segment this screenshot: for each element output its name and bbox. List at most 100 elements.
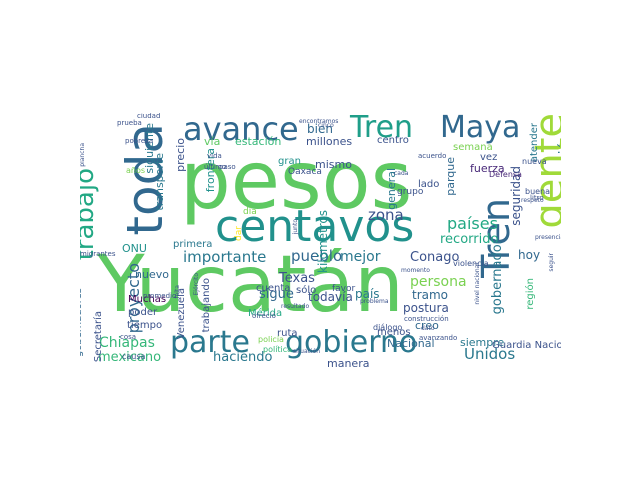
cloud-word-sigue: sigue [259, 287, 294, 302]
cloud-word-prueba: prueba [117, 119, 142, 127]
cloud-word-siempre: siempre [460, 336, 505, 349]
cloud-word-ofrecio: ofreció [252, 312, 276, 320]
cloud-word-paises: países [447, 214, 498, 233]
cloud-word-junto: junto [292, 219, 299, 235]
cloud-word-situacion: situación [293, 348, 321, 355]
cloud-word-pobreza: pobreza [125, 137, 154, 145]
cloud-word-conago: Conago [410, 250, 460, 265]
cloud-word-persona: persona [410, 274, 467, 290]
cloud-word-guardia-nacional: Guardia Nacional [492, 340, 561, 351]
cloud-word-siguiente: siguiente [143, 123, 156, 174]
cloud-word-grupo: grupo [397, 187, 424, 197]
cloud-word-presencia: presencia [535, 234, 561, 241]
cloud-word-maya: Maya [440, 113, 521, 145]
cloud-word-primera: primera [173, 239, 213, 250]
cloud-word-gran: gran [278, 156, 301, 167]
cloud-word-dato: dato [421, 325, 435, 332]
cloud-word-tramo: tramo [412, 288, 449, 302]
cloud-word-resultado: resultado [281, 303, 310, 310]
cloud-word-respeto: respeto [521, 197, 544, 204]
cloud-word-sistema: sistema [80, 243, 81, 266]
cloud-word-policia: policía [258, 335, 284, 344]
cloud-word-poder: poder [128, 307, 158, 318]
cloud-word-ruta: ruta [277, 328, 298, 339]
cloud-word-creo: creo [415, 319, 439, 332]
cloud-word-avanzando: avanzando [419, 334, 458, 342]
cloud-word-tren: Tren [350, 113, 414, 145]
cloud-word-parque: parque [444, 157, 457, 196]
cloud-word-tiempo: tiempo [127, 320, 163, 331]
cloud-word-parte: parte [170, 325, 250, 360]
cloud-word-importante: importante [183, 248, 267, 266]
cloud-word-falta: falta [174, 285, 181, 299]
cloud-word-ciudad: ciudad [137, 113, 161, 120]
cloud-word-violencia: violencia [453, 259, 489, 268]
cloud-word-defensa: Defensa [489, 170, 522, 179]
cloud-word-encontramos: encontramos [299, 118, 339, 125]
cloud-word-semana: semana [453, 142, 493, 153]
cloud-word-cosa: cosa [120, 333, 137, 341]
cloud-word-cuenta: cuenta [256, 283, 291, 294]
cloud-word-oaxaca: Oaxaca [288, 167, 322, 177]
cloud-word-avance: avance [183, 113, 299, 148]
cloud-word-nacional: Nacional [387, 337, 435, 350]
cloud-word-secretaria: Secretaría [93, 311, 104, 363]
cloud-word-programa: programa [559, 278, 561, 337]
cloud-word-mejor: mejor [340, 249, 381, 265]
cloud-word-manera: manera [327, 357, 370, 369]
cloud-word-postura: postura [403, 301, 449, 315]
cloud-word-yucatan: Yucatán [97, 240, 404, 330]
cloud-word-litro: litro [530, 194, 544, 202]
cloud-word-kilometros: kilómetros [316, 210, 330, 273]
cloud-word-bien: bien [307, 122, 333, 136]
cloud-word-nuevo: nuevo [135, 268, 169, 281]
cloud-word-ultimo: último [204, 163, 227, 171]
cloud-word-centavos: centavos [215, 201, 415, 252]
cloud-word-dialogo: diálogo [373, 323, 403, 332]
cloud-word-problema: problema [360, 298, 389, 305]
cloud-word-promedio: promedio [143, 292, 177, 300]
cloud-word-plancha: plancha [80, 143, 86, 167]
cloud-word-zona: zona [368, 206, 404, 224]
cloud-word-vez: vez [480, 152, 498, 163]
cloud-word-momento: momento [401, 267, 430, 274]
cloud-word-trabajando: trabajando [201, 278, 212, 333]
cloud-word-unidos: Unidos [464, 345, 516, 363]
cloud-word-gobierno: gobierno [285, 325, 418, 360]
cloud-word-causa: causa [122, 352, 146, 361]
cloud-word-estacion: estación [235, 135, 282, 148]
cloud-word-merida: Mérida [248, 308, 283, 319]
cloud-word-paso: paso [219, 163, 236, 171]
cloud-word-texas: Texas [279, 271, 315, 286]
cloud-word-construccion: construcción [404, 315, 449, 323]
cloud-word-anos: años [126, 166, 146, 175]
cloud-word-haciendo: haciendo [213, 350, 273, 365]
cloud-word-pais: país [355, 287, 380, 301]
cloud-word-nueva: nueva [522, 157, 547, 166]
cloud-word-millones: millones [306, 135, 353, 148]
cloud-word-trabajo: trabajo [80, 168, 100, 261]
cloud-word-fuerza: fuerza [470, 162, 505, 175]
cloud-word-gobernador: gobernador [490, 239, 505, 315]
cloud-word-onu: ONU [122, 242, 147, 255]
cloud-word-solo: sólo [296, 285, 317, 296]
cloud-word-menos: menos [377, 327, 411, 338]
cloud-word-gobernadores: gobernadores [80, 288, 84, 358]
cloud-word-precio: precio [174, 138, 187, 172]
cloud-word-pesos: pesos [180, 134, 413, 227]
cloud-word-acuerdo: acuerdo [418, 152, 447, 160]
cloud-word-buena: buena [525, 187, 551, 196]
cloud-word-dia: día [243, 207, 257, 217]
cloud-word-politica: política [263, 345, 293, 354]
cloud-word-chiapas: Chiapas [99, 335, 155, 351]
cloud-word-via: vía [204, 135, 221, 148]
cloud-word-migrantes: migrantes [80, 250, 116, 258]
cloud-word-mismo: mismo [315, 158, 352, 171]
cloud-word-cinco: cinco [318, 122, 334, 129]
cloud-word-recorrido: recorrido [440, 232, 499, 247]
cloud-word-cada: cada [394, 170, 409, 177]
cloud-word-hoy: hoy [518, 248, 541, 262]
cloud-word-favor: favor [332, 284, 356, 294]
word-cloud: Yucatán pesos centavos toda gente parte gobier… [80, 113, 561, 369]
cloud-word-pueblo: pueblo [291, 247, 343, 265]
